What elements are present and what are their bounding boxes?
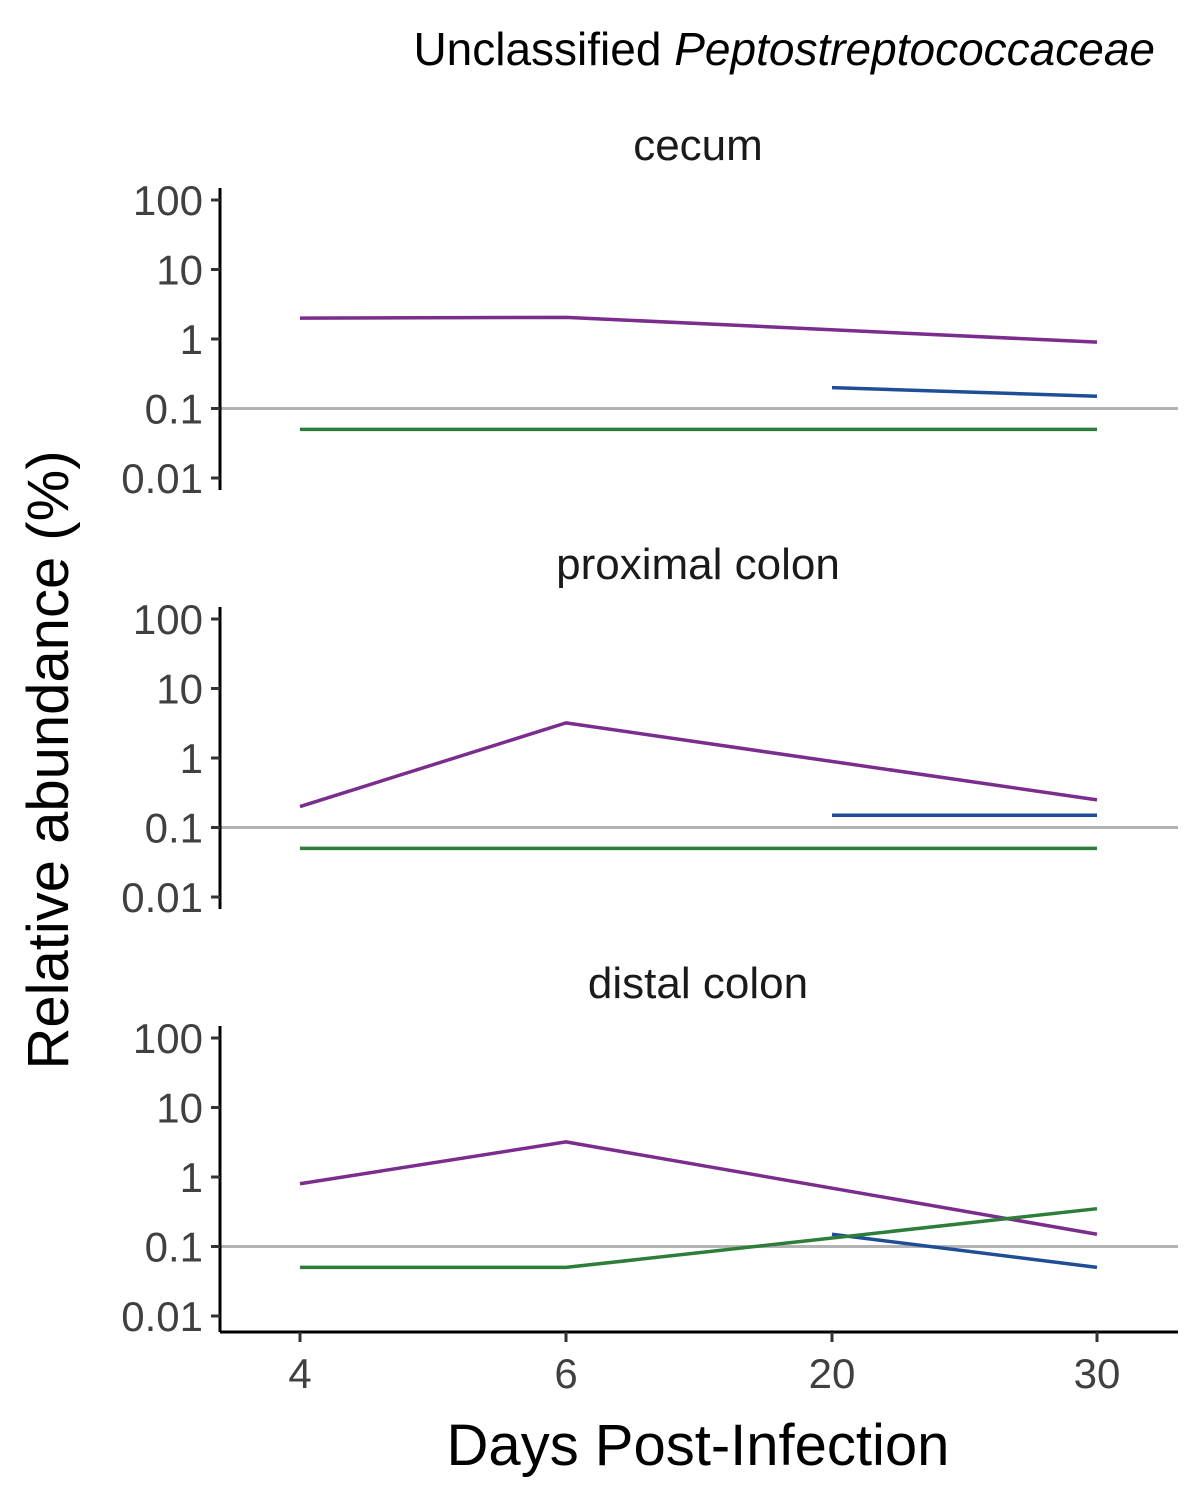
y-tick-label: 10 [156, 666, 203, 713]
y-tick-label: 1 [180, 1154, 203, 1201]
y-axis-title: Relative abundance (%) [16, 450, 81, 1069]
y-tick-label: 0.1 [145, 1224, 203, 1271]
y-tick-label: 0.1 [145, 386, 203, 433]
y-tick-label: 100 [133, 1015, 203, 1062]
series-line-0 [299, 721, 1098, 809]
y-tick-label: 1 [180, 316, 203, 363]
y-tick-label: 10 [156, 247, 203, 294]
plot-area: cecum 0.01 0.1 1 10 100 proximal colon 0.01 0.1 1… [121, 121, 1178, 1397]
series-line-0 [299, 315, 1098, 344]
y-tick-label: 1 [180, 735, 203, 782]
panel-strip-label: proximal colon [556, 540, 840, 589]
y-tick-label: 100 [133, 177, 203, 224]
x-tick-label: 6 [554, 1350, 577, 1397]
series-line-1 [831, 1232, 1098, 1270]
panel-2: distal colon 0.01 0.1 1 10 100 4 6 20 30 [121, 959, 1178, 1397]
panel-0: cecum 0.01 0.1 1 10 100 [121, 121, 1178, 502]
panel-1: proximal colon 0.01 0.1 1 10 100 [121, 540, 1178, 921]
series-line-0 [299, 1140, 1098, 1236]
y-tick-label: 0.01 [121, 455, 203, 502]
series-line-1 [831, 385, 1098, 399]
panel-strip-label: distal colon [588, 959, 808, 1008]
y-tick-label: 0.1 [145, 805, 203, 852]
y-tick-label: 0.01 [121, 1293, 203, 1340]
x-axis-title: Days Post-Infection [447, 1413, 950, 1478]
x-tick-label: 30 [1074, 1350, 1121, 1397]
y-tick-label: 100 [133, 596, 203, 643]
x-tick-label: 20 [809, 1350, 856, 1397]
y-tick-label: 0.01 [121, 874, 203, 921]
x-tick-label: 4 [288, 1350, 311, 1397]
series-line-2 [300, 1206, 1098, 1270]
chart-title-prefix: Unclassified [413, 23, 674, 75]
chart-title: Unclassified Peptostreptococcaceae [413, 23, 1155, 75]
panel-strip-label: cecum [633, 121, 763, 170]
chart-title-taxon: Peptostreptococcaceae [674, 23, 1155, 75]
y-tick-label: 10 [156, 1085, 203, 1132]
